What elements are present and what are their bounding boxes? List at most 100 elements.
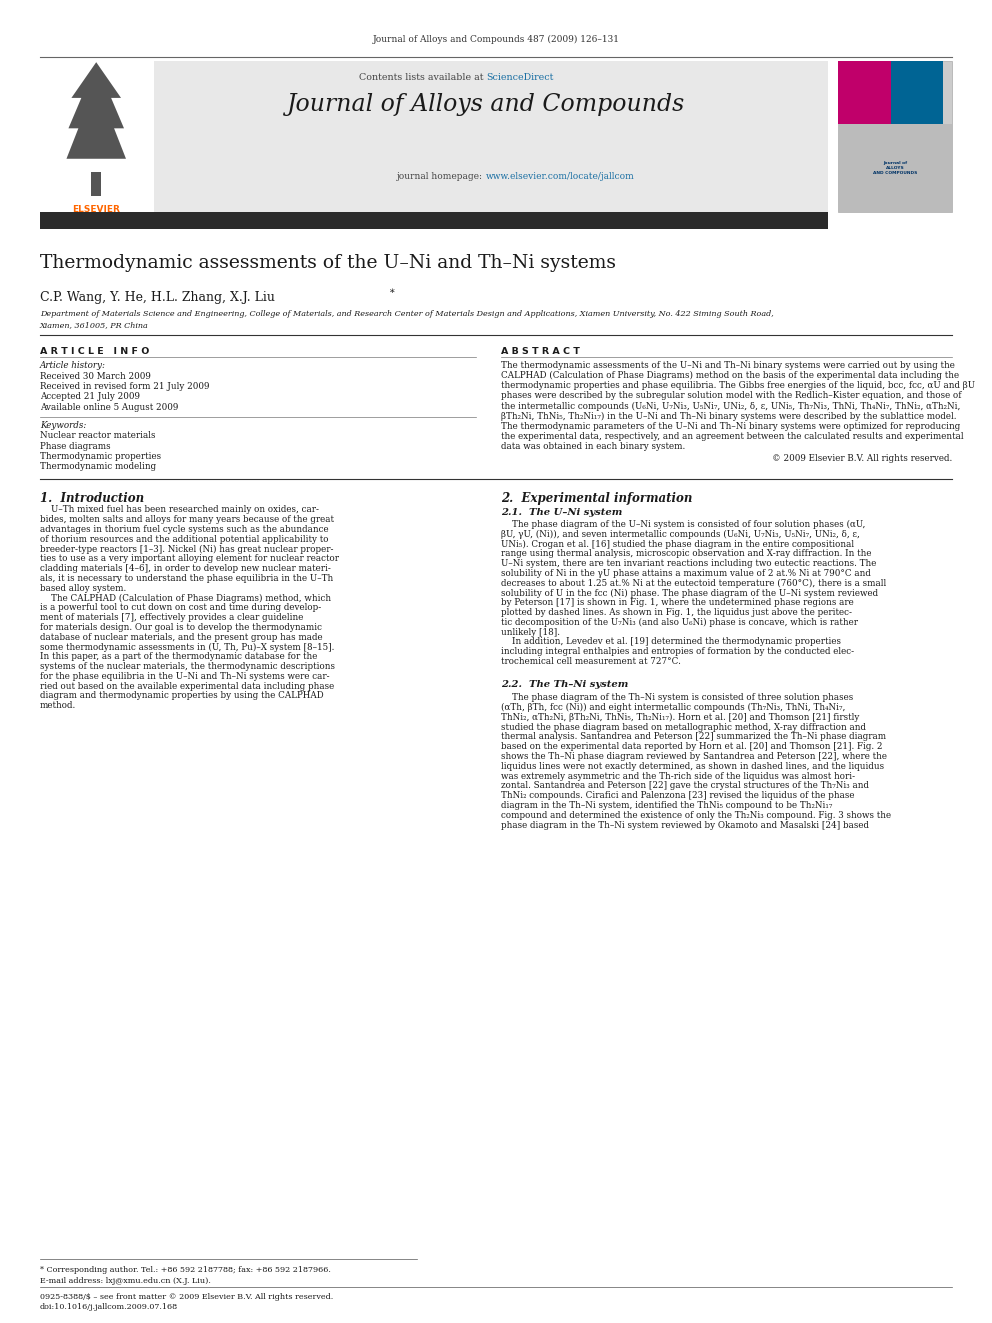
- Text: some thermodynamic assessments in (U, Th, Pu)–X system [8–15].: some thermodynamic assessments in (U, Th…: [40, 643, 334, 651]
- Text: ELSEVIER: ELSEVIER: [72, 205, 120, 214]
- Bar: [91, 172, 101, 196]
- Text: Thermodynamic modeling: Thermodynamic modeling: [40, 462, 156, 471]
- Text: was extremely asymmetric and the Th-rich side of the liquidus was almost hori-: was extremely asymmetric and the Th-rich…: [501, 771, 855, 781]
- Text: zontal. Santandrea and Peterson [22] gave the crystal structures of the Th₇Ni₃ a: zontal. Santandrea and Peterson [22] gav…: [501, 782, 869, 790]
- Text: compound and determined the existence of only the Th₂Ni₃ compound. Fig. 3 shows : compound and determined the existence of…: [501, 811, 891, 820]
- Text: thermodynamic properties and phase equilibria. The Gibbs free energies of the li: thermodynamic properties and phase equil…: [501, 381, 975, 390]
- Text: Available online 5 August 2009: Available online 5 August 2009: [40, 402, 178, 411]
- Text: based alloy system.: based alloy system.: [40, 583, 126, 593]
- Text: The phase diagram of the U–Ni system is consisted of four solution phases (αU,: The phase diagram of the U–Ni system is …: [501, 520, 865, 529]
- Text: In addition, Levedev et al. [19] determined the thermodynamic properties: In addition, Levedev et al. [19] determi…: [501, 638, 841, 647]
- Text: of thorium resources and the additional potential applicability to: of thorium resources and the additional …: [40, 534, 328, 544]
- Text: by Peterson [17] is shown in Fig. 1, where the undetermined phase regions are: by Peterson [17] is shown in Fig. 1, whe…: [501, 598, 854, 607]
- Text: studied the phase diagram based on metallographic method, X-ray diffraction and: studied the phase diagram based on metal…: [501, 722, 866, 732]
- Text: solubility of Ni in the γU phase attains a maximum value of 2 at.% Ni at 790°C a: solubility of Ni in the γU phase attains…: [501, 569, 871, 578]
- Text: A B S T R A C T: A B S T R A C T: [501, 347, 580, 356]
- Text: ThNi₂ compounds. Cirafici and Palenzona [23] revised the liquidus of the phase: ThNi₂ compounds. Cirafici and Palenzona …: [501, 791, 854, 800]
- Text: tic decomposition of the U₇Ni₃ (and also U₆Ni) phase is concave, which is rather: tic decomposition of the U₇Ni₃ (and also…: [501, 618, 858, 627]
- Text: solubility of U in the fcc (Ni) phase. The phase diagram of the U–Ni system revi: solubility of U in the fcc (Ni) phase. T…: [501, 589, 878, 598]
- Text: decreases to about 1.25 at.% Ni at the eutectoid temperature (760°C), there is a: decreases to about 1.25 at.% Ni at the e…: [501, 578, 886, 587]
- Text: is a powerful tool to cut down on cost and time during develop-: is a powerful tool to cut down on cost a…: [40, 603, 321, 613]
- Text: Xiamen, 361005, PR China: Xiamen, 361005, PR China: [40, 321, 149, 329]
- Text: phase diagram in the Th–Ni system reviewed by Okamoto and Masalski [24] based: phase diagram in the Th–Ni system review…: [501, 820, 869, 830]
- Text: Thermodynamic assessments of the U–Ni and Th–Ni systems: Thermodynamic assessments of the U–Ni an…: [40, 254, 616, 273]
- Text: ThNi₂, αTh₂Ni, βTh₂Ni, ThNi₅, Th₂Ni₁₇). Horn et al. [20] and Thomson [21] firstl: ThNi₂, αTh₂Ni, βTh₂Ni, ThNi₅, Th₂Ni₁₇). …: [501, 713, 859, 722]
- Bar: [838, 61, 891, 124]
- Text: plotted by dashed lines. As shown in Fig. 1, the liquidus just above the peritec: plotted by dashed lines. As shown in Fig…: [501, 609, 852, 617]
- Text: shows the Th–Ni phase diagram reviewed by Santandrea and Peterson [22], where th: shows the Th–Ni phase diagram reviewed b…: [501, 751, 887, 761]
- Text: Received 30 March 2009: Received 30 March 2009: [40, 372, 151, 381]
- Text: range using thermal analysis, microscopic observation and X-ray diffraction. In : range using thermal analysis, microscopi…: [501, 549, 871, 558]
- Text: ment of materials [7], effectively provides a clear guideline: ment of materials [7], effectively provi…: [40, 613, 303, 622]
- Text: 0925-8388/$ – see front matter © 2009 Elsevier B.V. All rights reserved.: 0925-8388/$ – see front matter © 2009 El…: [40, 1293, 333, 1301]
- Text: Accepted 21 July 2009: Accepted 21 July 2009: [40, 393, 140, 401]
- Text: ties to use as a very important alloying element for nuclear reactor: ties to use as a very important alloying…: [40, 554, 338, 564]
- Text: Contents lists available at: Contents lists available at: [358, 73, 486, 82]
- Text: phases were described by the subregular solution model with the Redlich–Kister e: phases were described by the subregular …: [501, 392, 961, 401]
- Text: trochemical cell measurement at 727°C.: trochemical cell measurement at 727°C.: [501, 658, 681, 665]
- Text: Thermodynamic properties: Thermodynamic properties: [40, 452, 161, 460]
- Bar: [838, 124, 952, 212]
- Bar: [40, 212, 828, 229]
- Text: the experimental data, respectively, and an agreement between the calculated res: the experimental data, respectively, and…: [501, 431, 963, 441]
- Text: 1.  Introduction: 1. Introduction: [40, 492, 144, 505]
- Text: ried out based on the available experimental data including phase: ried out based on the available experime…: [40, 681, 334, 691]
- Text: liquidus lines were not exactly determined, as shown in dashed lines, and the li: liquidus lines were not exactly determin…: [501, 762, 884, 771]
- Text: the intermetallic compounds (U₆Ni, U₇Ni₃, U₅Ni₇, UNi₂, δ, ε, UNi₅, Th₇Ni₃, ThNi,: the intermetallic compounds (U₆Ni, U₇Ni₃…: [501, 401, 960, 410]
- Text: cladding materials [4–6], in order to develop new nuclear materi-: cladding materials [4–6], in order to de…: [40, 564, 330, 573]
- Text: based on the experimental data reported by Horn et al. [20] and Thomson [21]. Fi: based on the experimental data reported …: [501, 742, 883, 751]
- Text: C.P. Wang, Y. He, H.L. Zhang, X.J. Liu: C.P. Wang, Y. He, H.L. Zhang, X.J. Liu: [40, 291, 275, 304]
- Text: bides, molten salts and alloys for many years because of the great: bides, molten salts and alloys for many …: [40, 515, 333, 524]
- Text: βU, γU, (Ni)), and seven intermetallic compounds (U₆Ni, U₇Ni₃, U₅Ni₇, UNi₂, δ, ε: βU, γU, (Ni)), and seven intermetallic c…: [501, 529, 860, 538]
- Text: systems of the nuclear materials, the thermodynamic descriptions: systems of the nuclear materials, the th…: [40, 662, 334, 671]
- Text: diagram in the Th–Ni system, identified the ThNi₅ compound to be Th₂Ni₁₇: diagram in the Th–Ni system, identified …: [501, 800, 832, 810]
- Text: database of nuclear materials, and the present group has made: database of nuclear materials, and the p…: [40, 632, 322, 642]
- Text: UNi₅). Crogan et al. [16] studied the phase diagram in the entire compositional: UNi₅). Crogan et al. [16] studied the ph…: [501, 540, 854, 549]
- Text: Article history:: Article history:: [40, 361, 106, 370]
- Text: The thermodynamic parameters of the U–Ni and Th–Ni binary systems were optimized: The thermodynamic parameters of the U–Ni…: [501, 422, 960, 430]
- Text: Journal of Alloys and Compounds 487 (2009) 126–131: Journal of Alloys and Compounds 487 (200…: [373, 34, 619, 44]
- Text: E-mail address: lxj@xmu.edu.cn (X.J. Liu).: E-mail address: lxj@xmu.edu.cn (X.J. Liu…: [40, 1277, 210, 1285]
- Text: 2.  Experimental information: 2. Experimental information: [501, 492, 692, 505]
- Text: 2.1.  The U–Ni system: 2.1. The U–Ni system: [501, 508, 622, 517]
- Text: www.elsevier.com/locate/jallcom: www.elsevier.com/locate/jallcom: [486, 172, 635, 181]
- Text: advantages in thorium fuel cycle systems such as the abundance: advantages in thorium fuel cycle systems…: [40, 525, 328, 534]
- Bar: [891, 61, 943, 124]
- Text: thermal analysis. Santandrea and Peterson [22] summarized the Th–Ni phase diagra: thermal analysis. Santandrea and Peterso…: [501, 733, 886, 741]
- Text: βTh₂Ni, ThNi₅, Th₂Ni₁₇) in the U–Ni and Th–Ni binary systems were described by t: βTh₂Ni, ThNi₅, Th₂Ni₁₇) in the U–Ni and …: [501, 411, 956, 421]
- Text: unlikely [18].: unlikely [18].: [501, 627, 559, 636]
- Text: for materials design. Our goal is to develop the thermodynamic: for materials design. Our goal is to dev…: [40, 623, 321, 632]
- Text: als, it is necessary to understand the phase equilibria in the U–Th: als, it is necessary to understand the p…: [40, 574, 333, 583]
- Text: The CALPHAD (Calculation of Phase Diagrams) method, which: The CALPHAD (Calculation of Phase Diagra…: [40, 594, 330, 602]
- Text: doi:10.1016/j.jallcom.2009.07.168: doi:10.1016/j.jallcom.2009.07.168: [40, 1303, 178, 1311]
- Text: Keywords:: Keywords:: [40, 421, 86, 430]
- Polygon shape: [66, 62, 126, 159]
- Text: Journal of
ALLOYS
AND COMPOUNDS: Journal of ALLOYS AND COMPOUNDS: [873, 161, 918, 175]
- Text: diagram and thermodynamic properties by using the CALPHAD: diagram and thermodynamic properties by …: [40, 692, 323, 700]
- Text: © 2009 Elsevier B.V. All rights reserved.: © 2009 Elsevier B.V. All rights reserved…: [772, 454, 952, 463]
- Text: CALPHAD (Calculation of Phase Diagrams) method on the basis of the experimental : CALPHAD (Calculation of Phase Diagrams) …: [501, 372, 959, 380]
- Text: ∗: ∗: [389, 287, 396, 296]
- Text: Phase diagrams: Phase diagrams: [40, 442, 110, 451]
- Text: Journal of Alloys and Compounds: Journal of Alloys and Compounds: [287, 93, 685, 115]
- Text: In this paper, as a part of the thermodynamic database for the: In this paper, as a part of the thermody…: [40, 652, 317, 662]
- Text: U–Ni system, there are ten invariant reactions including two eutectic reactions.: U–Ni system, there are ten invariant rea…: [501, 560, 876, 568]
- Text: The phase diagram of the Th–Ni system is consisted of three solution phases: The phase diagram of the Th–Ni system is…: [501, 693, 853, 703]
- Text: Nuclear reactor materials: Nuclear reactor materials: [40, 431, 155, 441]
- Bar: [40, 61, 154, 212]
- Text: A R T I C L E   I N F O: A R T I C L E I N F O: [40, 347, 149, 356]
- Text: for the phase equilibria in the U–Ni and Th–Ni systems were car-: for the phase equilibria in the U–Ni and…: [40, 672, 329, 681]
- Text: 2.2.  The Th–Ni system: 2.2. The Th–Ni system: [501, 680, 628, 689]
- Text: breeder-type reactors [1–3]. Nickel (Ni) has great nuclear proper-: breeder-type reactors [1–3]. Nickel (Ni)…: [40, 545, 333, 553]
- Text: method.: method.: [40, 701, 76, 710]
- Text: (αTh, βTh, fcc (Ni)) and eight intermetallic compounds (Th₇Ni₃, ThNi, Th₄Ni₇,: (αTh, βTh, fcc (Ni)) and eight intermeta…: [501, 703, 845, 712]
- Text: Received in revised form 21 July 2009: Received in revised form 21 July 2009: [40, 382, 209, 392]
- Text: journal homepage:: journal homepage:: [397, 172, 486, 181]
- Bar: [838, 61, 952, 212]
- Text: U–Th mixed fuel has been researched mainly on oxides, car-: U–Th mixed fuel has been researched main…: [40, 505, 318, 515]
- Bar: [40, 61, 828, 212]
- Text: data was obtained in each binary system.: data was obtained in each binary system.: [501, 442, 685, 451]
- Text: Department of Materials Science and Engineering, College of Materials, and Resea: Department of Materials Science and Engi…: [40, 310, 774, 318]
- Text: including integral enthalpies and entropies of formation by the conducted elec-: including integral enthalpies and entrop…: [501, 647, 854, 656]
- Text: The thermodynamic assessments of the U–Ni and Th–Ni binary systems were carried : The thermodynamic assessments of the U–N…: [501, 361, 955, 370]
